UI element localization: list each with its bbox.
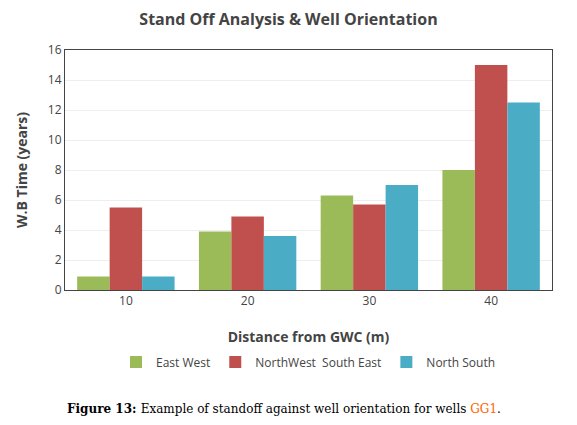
svg-text:30: 30 — [363, 292, 377, 309]
svg-text:40: 40 — [484, 292, 498, 309]
svg-text:North South: North South — [426, 354, 495, 371]
svg-text:4: 4 — [55, 221, 62, 238]
svg-text:East West: East West — [156, 354, 210, 371]
svg-text:Figure 13: Example of standoff: Figure 13: Example of standoff against w… — [67, 402, 501, 416]
svg-text:Stand Off Analysis & Well Orie: Stand Off Analysis & Well Orientation — [139, 8, 437, 30]
svg-text:12: 12 — [48, 101, 62, 118]
svg-text:10: 10 — [48, 131, 62, 148]
svg-text:0: 0 — [55, 281, 62, 298]
svg-text:2: 2 — [55, 251, 62, 268]
svg-text:W.B Time (years): W.B Time (years) — [12, 112, 31, 228]
svg-text:10: 10 — [119, 292, 133, 309]
svg-text:Distance from GWC (m): Distance from GWC (m) — [228, 327, 390, 346]
svg-text:20: 20 — [241, 292, 255, 309]
svg-text:6: 6 — [55, 191, 62, 208]
svg-text:16: 16 — [48, 41, 62, 58]
svg-text:14: 14 — [48, 71, 62, 88]
svg-text:8: 8 — [55, 161, 62, 178]
svg-text:NorthWest South East: NorthWest South East — [255, 354, 381, 371]
